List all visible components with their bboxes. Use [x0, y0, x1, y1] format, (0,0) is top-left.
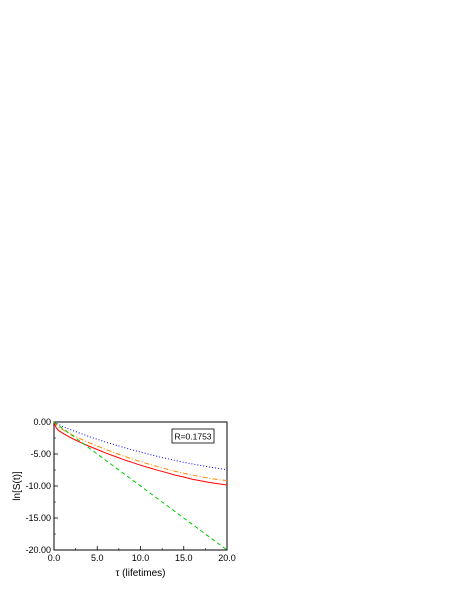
- y-tick-label: -20.00: [25, 545, 51, 555]
- series-group: [53, 421, 228, 551]
- series-line-4: [53, 421, 228, 551]
- x-axis-title: τ (lifetimes): [115, 568, 165, 579]
- x-tick-label: 0.0: [48, 553, 61, 563]
- x-tick-label: 20.0: [218, 553, 236, 563]
- series-line-1: [53, 421, 228, 486]
- annotation-frame: [171, 428, 215, 444]
- x-tick-label: 10.0: [132, 553, 150, 563]
- x-tick-label: 5.0: [91, 553, 104, 563]
- series-line-3: [53, 421, 228, 471]
- y-tick-label: -10.00: [25, 481, 51, 491]
- y-axis-title: ln[S(t)]: [12, 471, 23, 501]
- axis-ticks: 0.0 5.0 10.0 15.0 20.0 0.00 -5.00 -10.00 -15.00 -…: [25, 417, 235, 563]
- y-tick-label: 0.00: [33, 417, 51, 427]
- series-line-2: [53, 421, 228, 482]
- y-tick-label: -5.00: [30, 449, 51, 459]
- y-tick-label: -15.00: [25, 513, 51, 523]
- annotation-text: R=0.1753: [174, 432, 211, 442]
- annotation-box: R=0.1753: [171, 428, 215, 444]
- x-tick-label: 15.0: [175, 553, 193, 563]
